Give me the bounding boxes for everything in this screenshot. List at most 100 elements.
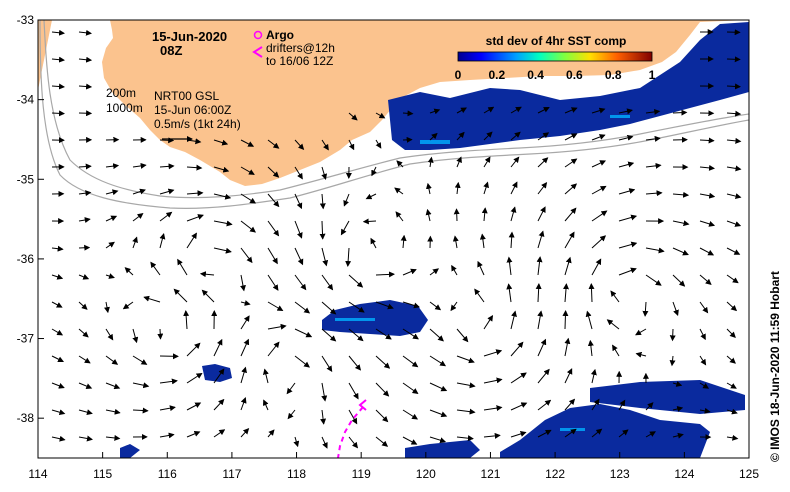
- current-arrow: [479, 233, 486, 249]
- current-arrow: [293, 436, 300, 448]
- current-arrow: [591, 185, 607, 195]
- current-arrow: [371, 166, 377, 177]
- current-arrow: [483, 349, 503, 357]
- current-arrow: [642, 301, 649, 317]
- current-arrow: [159, 378, 178, 385]
- contour-200m-line: [43, 20, 749, 199]
- current-arrow: [240, 139, 255, 147]
- current-arrow: [510, 341, 524, 357]
- current-arrow: [132, 212, 144, 222]
- current-arrow: [395, 211, 404, 222]
- current-arrow: [429, 409, 448, 418]
- current-arrow: [699, 164, 715, 171]
- current-arrow: [173, 288, 188, 303]
- current-arrow: [564, 231, 575, 249]
- current-arrow: [201, 289, 215, 303]
- x-tick-label: 122: [545, 467, 565, 481]
- current-arrow: [132, 382, 150, 389]
- current-arrow: [645, 247, 665, 254]
- current-arrow: [563, 283, 570, 303]
- current-arrow: [726, 355, 736, 364]
- current-arrow: [564, 107, 578, 114]
- current-arrow: [159, 163, 175, 170]
- current-arrow: [122, 301, 134, 310]
- current-arrow: [537, 429, 552, 438]
- current-arrow: [375, 355, 391, 369]
- current-arrow: [537, 310, 544, 330]
- current-arrow: [562, 310, 569, 330]
- current-arrow: [591, 210, 608, 222]
- current-arrow: [645, 190, 663, 197]
- current-arrow: [132, 188, 146, 195]
- current-arrow: [726, 193, 742, 200]
- current-arrow: [78, 274, 90, 280]
- current-arrow: [726, 328, 736, 339]
- current-arrow: [564, 398, 576, 411]
- current-arrow: [672, 191, 690, 198]
- current-arrow: [726, 382, 737, 389]
- current-arrow: [699, 407, 711, 414]
- current-arrow: [199, 271, 215, 278]
- current-arrow: [105, 434, 121, 441]
- current-arrow: [159, 405, 176, 412]
- current-arrow: [402, 409, 419, 420]
- current-arrow: [456, 328, 469, 343]
- current-arrow: [726, 434, 739, 441]
- current-arrow: [699, 192, 716, 199]
- current-arrow: [510, 156, 520, 168]
- current-arrow: [564, 337, 571, 357]
- current-arrow: [726, 408, 738, 415]
- current-arrow: [348, 328, 364, 342]
- current-arrow: [267, 166, 280, 178]
- legend-drifters-line2: to 16/06 12Z: [266, 54, 333, 68]
- current-arrow: [510, 372, 527, 384]
- current-arrow: [213, 368, 225, 384]
- current-arrow: [699, 328, 706, 341]
- current-arrow: [402, 268, 417, 276]
- current-arrow: [453, 208, 460, 222]
- current-arrow: [186, 372, 203, 384]
- current-arrow: [321, 382, 328, 402]
- current-arrow: [587, 339, 594, 357]
- current-arrow: [51, 245, 64, 252]
- current-arrow: [669, 355, 676, 367]
- current-arrow: [591, 107, 606, 114]
- current-arrow: [672, 406, 684, 412]
- current-arrow: [402, 436, 418, 445]
- current-arrow: [267, 323, 287, 330]
- current-arrow: [262, 368, 269, 384]
- current-arrow: [105, 215, 118, 222]
- current-arrow: [564, 207, 577, 222]
- current-arrow: [78, 435, 93, 442]
- current-arrow: [157, 328, 164, 340]
- current-arrow: [267, 193, 280, 208]
- current-arrow: [105, 328, 114, 341]
- current-arrow: [645, 135, 661, 142]
- current-arrow: [375, 139, 382, 149]
- current-arrow: [483, 106, 495, 114]
- current-arrow: [672, 247, 689, 256]
- current-arrow: [402, 301, 420, 309]
- current-arrow: [348, 409, 358, 425]
- current-arrow: [150, 261, 161, 276]
- current-arrow: [645, 274, 662, 286]
- current-arrow: [213, 338, 223, 357]
- current-arrow: [726, 220, 742, 227]
- current-arrow: [635, 328, 647, 336]
- current-arrow: [481, 207, 488, 222]
- current-arrow: [78, 409, 93, 416]
- current-arrow: [186, 402, 202, 411]
- current-arrow: [132, 236, 138, 249]
- current-arrow: [343, 193, 350, 207]
- current-arrow: [321, 328, 337, 342]
- current-arrow: [429, 382, 448, 392]
- current-arrow: [213, 247, 232, 254]
- drifter-path: [337, 406, 364, 458]
- current-arrow: [585, 310, 593, 330]
- current-arrow: [564, 368, 573, 384]
- current-arrow: [645, 402, 654, 411]
- current-arrow: [105, 355, 119, 365]
- contour-label-1000m: 1000m: [106, 101, 143, 115]
- current-arrow: [618, 134, 634, 141]
